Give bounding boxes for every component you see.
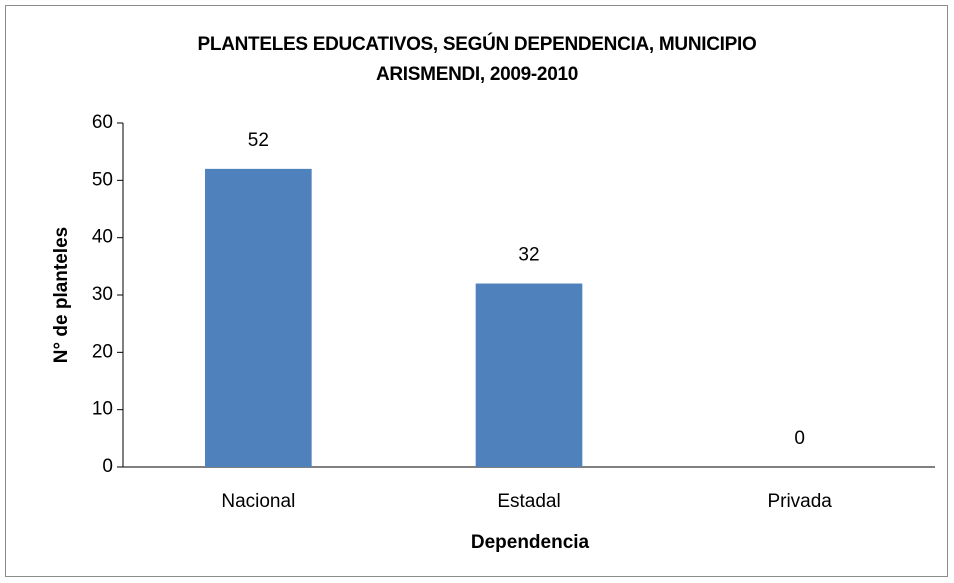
bar <box>475 283 583 467</box>
x-tick-label: Nacional <box>221 491 295 512</box>
chart-title: PLANTELES EDUCATIVOS, SEGÚN DEPENDENCIA,… <box>197 34 757 85</box>
data-label: 32 <box>518 245 539 266</box>
y-tick-label: 40 <box>92 227 113 248</box>
y-tick-label: 50 <box>92 169 113 190</box>
data-label: 52 <box>248 130 269 151</box>
y-axis-label: N° de planteles <box>51 227 72 363</box>
x-tick-label: Privada <box>767 491 832 512</box>
x-axis-label: Dependencia <box>471 532 590 553</box>
y-tick-label: 20 <box>92 341 113 362</box>
x-tick-label: Estadal <box>497 491 560 512</box>
y-tick-label: 10 <box>92 399 113 420</box>
bar <box>205 168 312 467</box>
data-label: 0 <box>794 428 805 449</box>
y-tick-label: 30 <box>92 284 113 305</box>
y-tick-label: 60 <box>92 112 113 133</box>
y-tick-label: 0 <box>102 456 113 477</box>
